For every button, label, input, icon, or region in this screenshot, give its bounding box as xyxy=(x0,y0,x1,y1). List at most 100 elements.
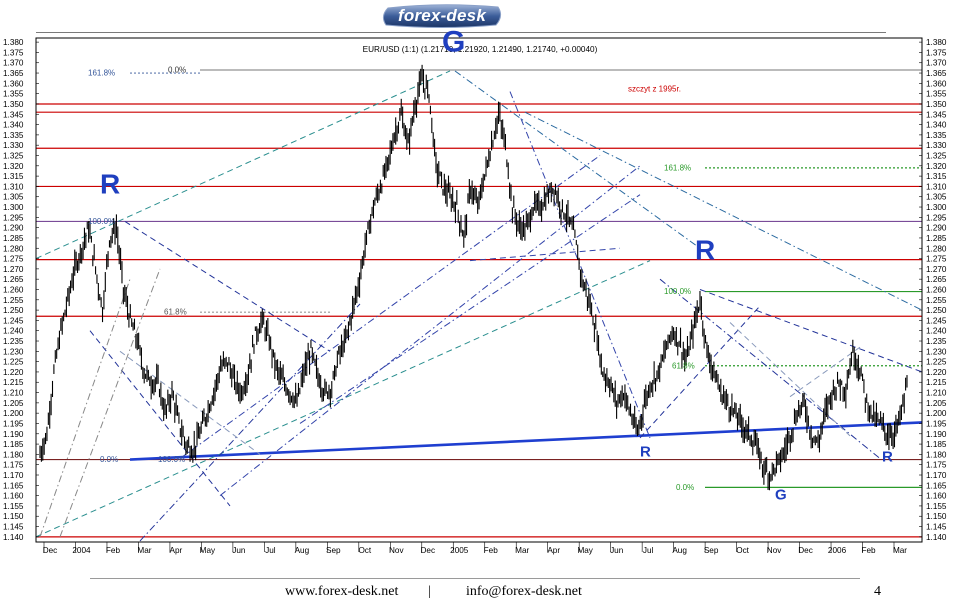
y-tick-label-right: 1.295 xyxy=(926,213,947,222)
y-tick-label-right: 1.235 xyxy=(926,337,947,346)
y-tick-label-right: 1.350 xyxy=(926,100,947,109)
x-tick-label: Jul xyxy=(643,546,654,555)
trend-line xyxy=(299,194,641,424)
y-tick-label-right: 1.160 xyxy=(926,492,947,501)
y-tick-label-left: 1.215 xyxy=(3,378,24,387)
y-tick-label-left: 1.290 xyxy=(3,224,24,233)
trend-lines xyxy=(35,70,923,542)
trend-line xyxy=(59,268,161,538)
y-tick-label-left: 1.295 xyxy=(3,213,24,222)
y-tick-label-left: 1.350 xyxy=(3,100,24,109)
y-tick-label-left: 1.225 xyxy=(3,358,24,367)
y-tick-label-left: 1.315 xyxy=(3,172,24,181)
y-tick-label-left: 1.340 xyxy=(3,121,24,130)
price-bars xyxy=(39,64,908,491)
y-tick-label-right: 1.195 xyxy=(926,419,947,428)
pattern-marker: R xyxy=(100,169,120,200)
y-tick-label-left: 1.245 xyxy=(3,316,24,325)
y-tick-label-right: 1.165 xyxy=(926,481,947,490)
footer-website-link[interactable]: www.forex-desk.net xyxy=(285,584,399,599)
x-tick-label: Sep xyxy=(326,546,341,555)
y-tick-label-right: 1.310 xyxy=(926,182,947,191)
trend-line xyxy=(454,70,701,249)
y-tick-label-right: 1.180 xyxy=(926,450,947,459)
y-tick-label-left: 1.235 xyxy=(3,337,24,346)
chart-labels: EUR/USD (1:1) (1.21710, 1.21920, 1.21490… xyxy=(88,25,893,503)
y-tick-label-left: 1.140 xyxy=(3,533,24,542)
x-tick-label: Nov xyxy=(767,546,782,555)
trend-line xyxy=(119,350,261,455)
y-tick-label-left: 1.310 xyxy=(3,182,24,191)
y-tick-label-left: 1.175 xyxy=(3,461,24,470)
y-tick-label-right: 1.225 xyxy=(926,358,947,367)
y-tick-label-right: 1.205 xyxy=(926,399,947,408)
trend-line xyxy=(35,260,651,538)
fib-label: 161.8% xyxy=(88,69,115,78)
y-tick-label-right: 1.290 xyxy=(926,224,947,233)
trend-line xyxy=(219,165,641,497)
x-tick-label: Dec xyxy=(798,546,813,555)
y-tick-label-right: 1.260 xyxy=(926,285,947,294)
y-tick-label-left: 1.150 xyxy=(3,512,24,521)
y-tick-label-left: 1.210 xyxy=(3,389,24,398)
y-tick-label-left: 1.300 xyxy=(3,203,24,212)
header-divider xyxy=(36,32,886,33)
footer-divider xyxy=(90,578,860,579)
pattern-marker: G xyxy=(442,25,465,58)
y-tick-label-right: 1.210 xyxy=(926,389,947,398)
fib-label: 100.0% xyxy=(88,217,115,226)
y-tick-label-left: 1.160 xyxy=(3,492,24,501)
x-tick-label: Feb xyxy=(106,546,121,555)
x-tick-label: Aug xyxy=(672,546,687,555)
y-tick-label-left: 1.190 xyxy=(3,430,24,439)
y-tick-label-left: 1.170 xyxy=(3,471,24,480)
x-tick-label: 2005 xyxy=(450,546,469,555)
y-tick-label-left: 1.325 xyxy=(3,151,24,160)
y-tick-label-right: 1.200 xyxy=(926,409,947,418)
trend-line xyxy=(35,70,451,260)
y-tick-label-left: 1.155 xyxy=(3,502,24,511)
y-tick-label-left: 1.205 xyxy=(3,399,24,408)
x-tick-label: May xyxy=(200,546,216,555)
x-tick-label: Nov xyxy=(389,546,404,555)
y-tick-label-right: 1.215 xyxy=(926,378,947,387)
y-tick-label-right: 1.345 xyxy=(926,110,947,119)
y-tick-label-right: 1.320 xyxy=(926,162,947,171)
y-tick-label-right: 1.240 xyxy=(926,327,947,336)
pattern-marker: R xyxy=(640,443,651,460)
y-tick-label-left: 1.280 xyxy=(3,244,24,253)
y-tick-label-left: 1.250 xyxy=(3,306,24,315)
x-tick-label: Mar xyxy=(515,546,529,555)
y-tick-label-right: 1.170 xyxy=(926,471,947,480)
trend-line xyxy=(139,303,361,542)
y-tick-label-right: 1.140 xyxy=(926,533,947,542)
forex-desk-logo: forex-desk xyxy=(380,4,504,28)
y-tick-label-left: 1.375 xyxy=(3,48,24,57)
fib-label: 100.0% xyxy=(158,455,185,464)
y-tick-label-right: 1.220 xyxy=(926,368,947,377)
x-axis: Dec 2004 Feb Mar Apr May Jun Jul Aug Sep Oct Nov Dec… xyxy=(43,542,907,555)
x-tick-label: Apr xyxy=(170,546,183,555)
y-tick-label-right: 1.370 xyxy=(926,59,947,68)
x-tick-label: Feb xyxy=(484,546,499,555)
x-tick-label: Apr xyxy=(547,546,560,555)
y-tick-label-left: 1.180 xyxy=(3,450,24,459)
y-tick-label-right: 1.255 xyxy=(926,296,947,305)
x-tick-label: Oct xyxy=(736,546,749,555)
y-tick-label-left: 1.335 xyxy=(3,131,24,140)
footer-separator: | xyxy=(428,584,431,599)
y-tick-label-right: 1.360 xyxy=(926,79,947,88)
y-tick-label-right: 1.250 xyxy=(926,306,947,315)
y-tick-label-right: 1.270 xyxy=(926,265,947,274)
x-tick-label: Aug xyxy=(295,546,310,555)
horizontal-levels xyxy=(36,69,922,538)
annotation-text: szczyt z 1995r. xyxy=(628,85,681,94)
y-tick-label-right: 1.340 xyxy=(926,121,947,130)
trend-line xyxy=(699,289,923,373)
y-tick-label-right: 1.155 xyxy=(926,502,947,511)
trend-line xyxy=(524,111,923,311)
y-tick-label-left: 1.380 xyxy=(3,38,24,47)
footer-email-link[interactable]: info@forex-desk.net xyxy=(466,584,582,599)
x-tick-label: Jun xyxy=(610,546,624,555)
